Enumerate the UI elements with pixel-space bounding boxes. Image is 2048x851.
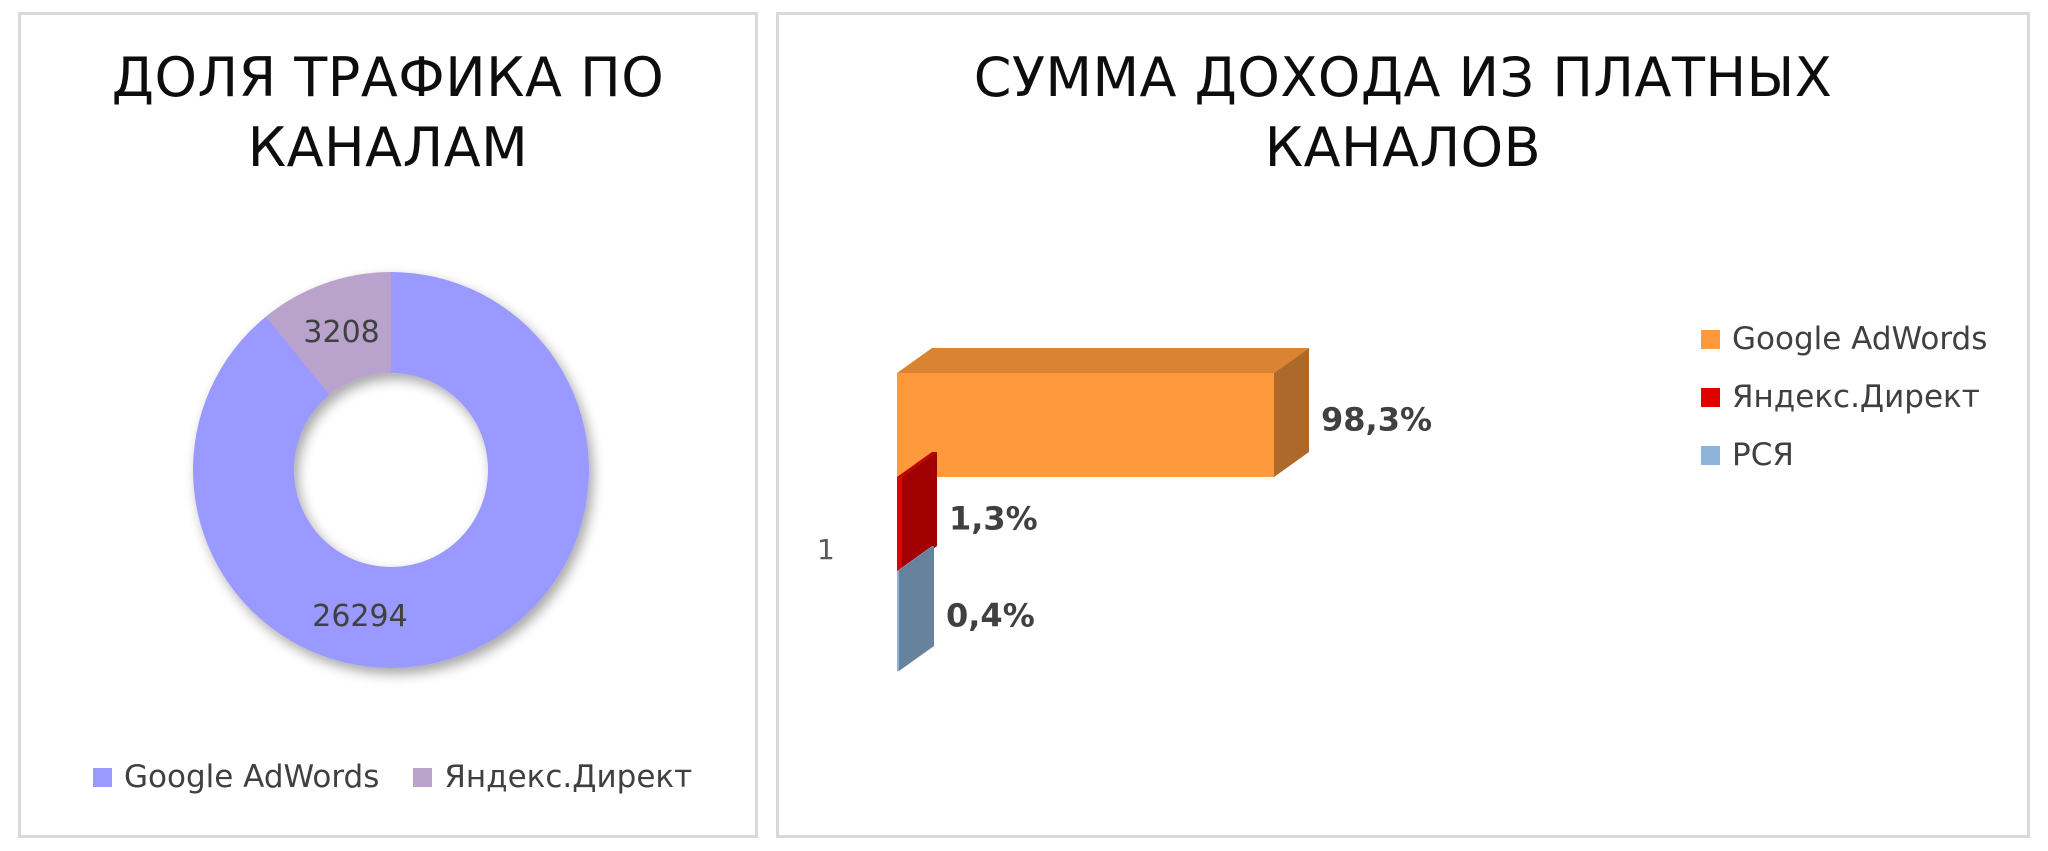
bar-front <box>897 571 899 671</box>
legend-label: Яндекс.Директ <box>444 759 693 795</box>
doughnut-chart: 26294 3208 <box>193 272 589 668</box>
bar-front <box>897 373 1274 477</box>
title-line: СУММА ДОХОДА ИЗ ПЛАТНЫХ <box>973 46 1833 109</box>
title-line: ДОЛЯ ТРАФИКА ПО <box>111 46 665 109</box>
income-chart-title: СУММА ДОХОДА ИЗ ПЛАТНЫХ КАНАЛОВ <box>779 43 2027 183</box>
doughnut-value-label: 3208 <box>303 315 379 350</box>
bar-side-face <box>899 546 934 671</box>
bar-value-label: 0,4% <box>946 597 1035 635</box>
traffic-share-panel: ДОЛЯ ТРАФИКА ПО КАНАЛАМ 26294 3208 Google… <box>18 12 758 838</box>
doughnut-slice <box>266 272 391 395</box>
legend-item: Яндекс.Директ <box>1701 379 1987 415</box>
legend-label: Google AdWords <box>1732 321 1988 357</box>
traffic-legend: Google AdWords Яндекс.Директ <box>93 759 726 795</box>
bar-top-face <box>897 452 937 477</box>
title-line: КАНАЛАМ <box>247 116 529 179</box>
income-legend: Google AdWords Яндекс.Директ РСЯ <box>1701 321 1987 495</box>
traffic-chart-title: ДОЛЯ ТРАФИКА ПО КАНАЛАМ <box>21 43 755 183</box>
legend-swatch <box>1701 445 1720 465</box>
legend-item: РСЯ <box>1701 437 1987 473</box>
bar-front <box>897 477 902 571</box>
legend-label: Яндекс.Директ <box>1732 379 1980 415</box>
legend-label: РСЯ <box>1732 437 1794 473</box>
legend-label: Google AdWords <box>124 759 380 795</box>
bar-side-face <box>901 452 937 571</box>
category-axis-label: 1 <box>817 533 835 566</box>
legend-item: Яндекс.Директ <box>413 759 692 795</box>
bar-value-label: 98,3% <box>1321 401 1432 439</box>
bar-side-face <box>1274 348 1309 477</box>
bar-top-face <box>897 348 1309 373</box>
bar-value-label: 1,3% <box>949 500 1038 538</box>
paid-income-panel: СУММА ДОХОДА ИЗ ПЛАТНЫХ КАНАЛОВ 1 98,3% 1… <box>776 12 2030 838</box>
legend-item: Google AdWords <box>93 759 379 795</box>
legend-item: Google AdWords <box>1701 321 1987 357</box>
bar-top-face <box>897 546 934 571</box>
legend-swatch <box>413 767 433 787</box>
doughnut-value-label: 26294 <box>312 599 407 634</box>
legend-swatch <box>1701 387 1720 407</box>
doughnut-slice <box>193 272 589 668</box>
legend-swatch <box>93 767 112 787</box>
bar-chart: 98,3% 1,3% 0,4% <box>897 348 1432 671</box>
title-line: КАНАЛОВ <box>1264 116 1542 179</box>
legend-swatch <box>1701 329 1720 349</box>
